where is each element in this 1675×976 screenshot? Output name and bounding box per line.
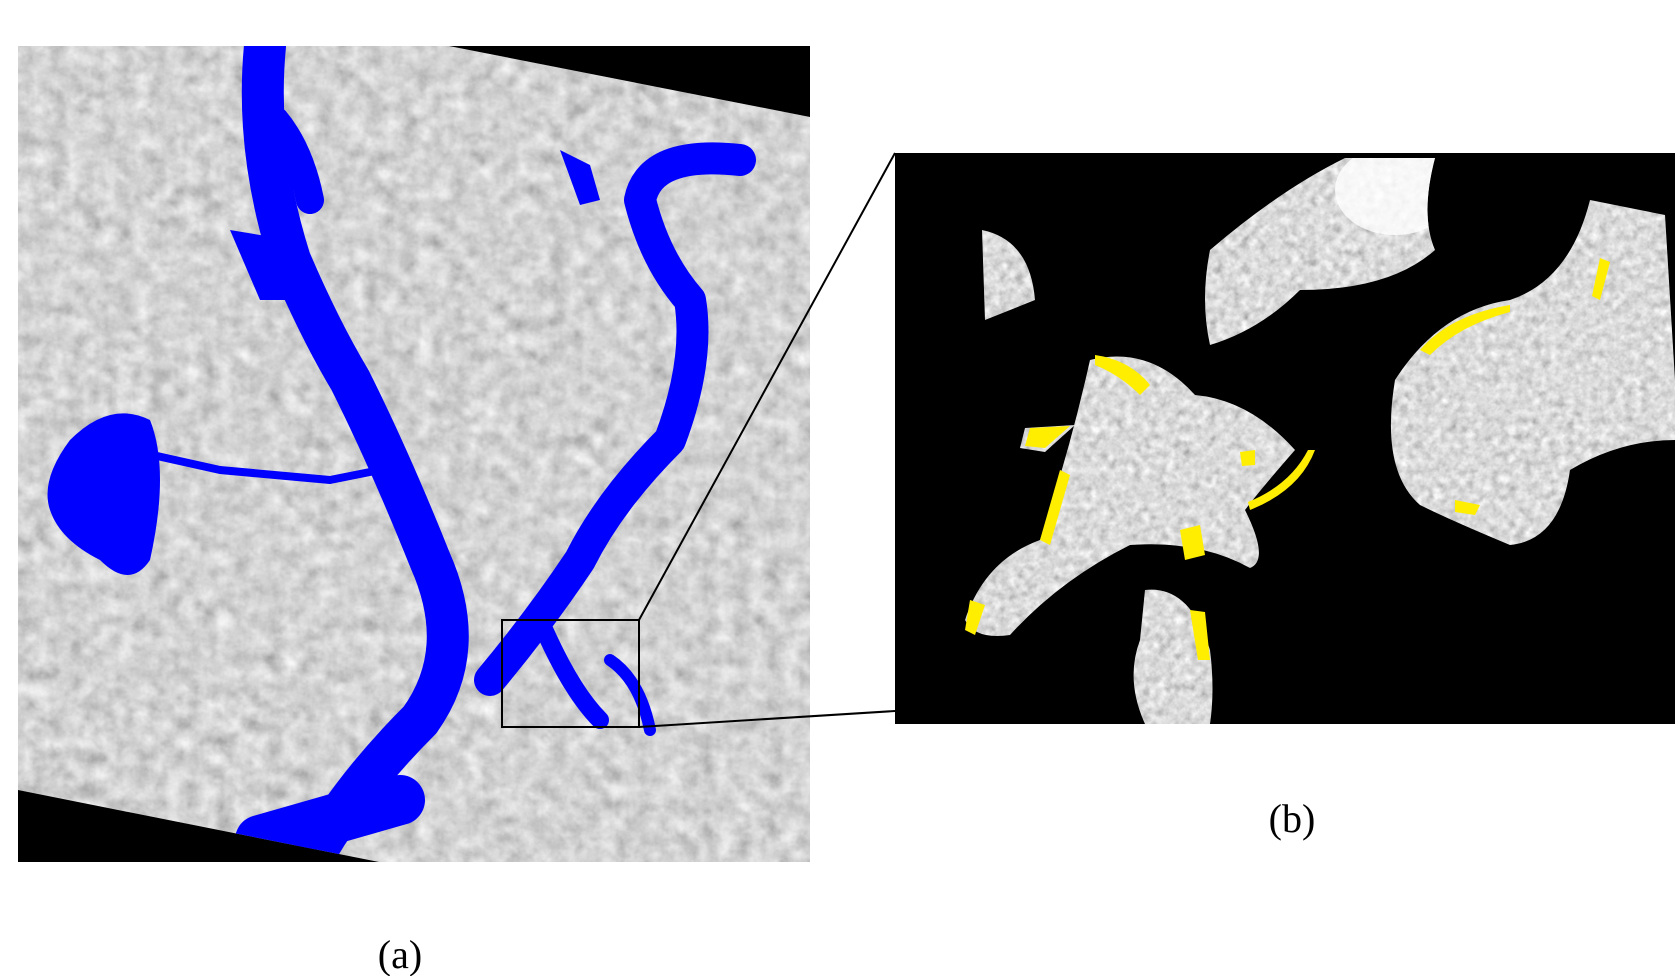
panel-a-image [18, 46, 810, 862]
panel-label: (a) [378, 932, 422, 976]
panel-b-image [895, 153, 1675, 724]
panel-label: (b) [1269, 796, 1316, 841]
